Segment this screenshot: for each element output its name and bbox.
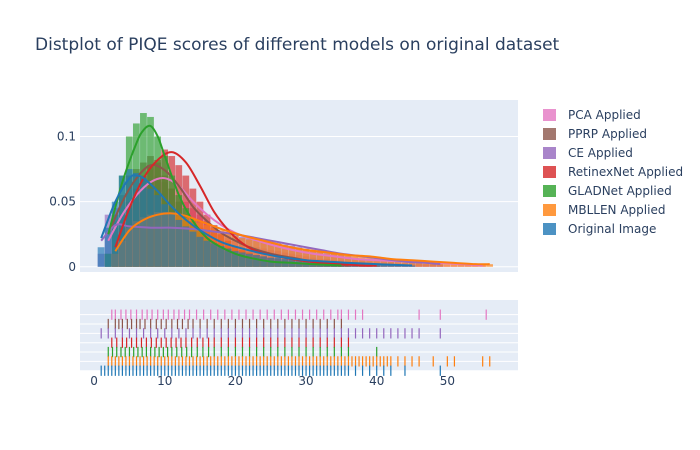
- chart-title: Distplot of PIQE scores of different mod…: [35, 35, 560, 55]
- kde-curve: [114, 212, 490, 266]
- kde-curve: [100, 174, 413, 267]
- histogram-bar: [316, 252, 324, 267]
- legend-label: PCA Applied: [568, 108, 641, 122]
- histogram-bar: [337, 255, 345, 267]
- histogram-bar: [97, 247, 105, 267]
- histogram-bar: [238, 252, 246, 267]
- x-tick-label: 30: [298, 374, 313, 388]
- legend-swatch: [543, 223, 556, 235]
- histogram-bar: [394, 260, 402, 267]
- legend-item[interactable]: Original Image: [543, 222, 656, 236]
- histogram-bar: [344, 255, 352, 267]
- histogram-bar: [217, 245, 225, 267]
- histogram-bar: [302, 249, 310, 267]
- histogram-bar: [415, 261, 423, 267]
- legend-swatch: [543, 109, 556, 121]
- histogram-bar: [125, 169, 133, 267]
- legend-swatch: [543, 204, 556, 216]
- rug-marks: [100, 309, 491, 376]
- legend-swatch: [543, 128, 556, 140]
- legend-item[interactable]: MBLLEN Applied: [543, 203, 665, 217]
- histogram-bar: [246, 253, 253, 267]
- legend-swatch: [543, 185, 556, 197]
- legend-label: CE Applied: [568, 146, 633, 160]
- y-tick-label: 0: [68, 260, 76, 274]
- histogram-bar: [231, 251, 239, 267]
- histogram-bar: [295, 248, 303, 267]
- legend-label: Original Image: [568, 222, 656, 236]
- histogram-bar: [196, 236, 204, 267]
- rug-panel: 0 10 20 30 40 50: [80, 300, 518, 388]
- histogram-bar: [203, 240, 211, 267]
- histogram-bar: [486, 264, 493, 267]
- legend-item[interactable]: GLADNet Applied: [543, 184, 672, 198]
- histogram-bar: [443, 262, 451, 267]
- histogram-bar: [118, 175, 126, 267]
- histogram-bar: [189, 231, 197, 267]
- legend-item[interactable]: RetinexNet Applied: [543, 165, 683, 179]
- histogram-bar: [380, 264, 388, 267]
- histogram-panel: 0 0.05 0.1: [49, 100, 518, 274]
- x-tick-label: 40: [369, 374, 384, 388]
- histogram-bar: [111, 201, 119, 267]
- histogram-bar: [309, 251, 317, 267]
- histogram-bar: [351, 256, 359, 267]
- legend-label: RetinexNet Applied: [568, 165, 683, 179]
- histogram-bar: [366, 257, 373, 267]
- histogram-bar: [408, 260, 416, 267]
- histogram-bar: [401, 260, 409, 267]
- histogram-bar: [154, 195, 161, 267]
- legend-item[interactable]: PCA Applied: [543, 108, 641, 122]
- x-axis-ticks: 0 10 20 30 40 50: [90, 374, 455, 388]
- histogram-bar: [359, 256, 366, 267]
- kde-curve: [107, 124, 342, 267]
- y-tick-label: 0.1: [57, 129, 76, 143]
- histogram-bar: [182, 226, 190, 267]
- histogram-y-axis: 0 0.05 0.1: [49, 129, 76, 273]
- legend: PCA Applied PPRP Applied CE Applied Retinex…: [543, 108, 683, 236]
- legend-swatch: [543, 166, 556, 178]
- histogram-bar: [422, 261, 430, 267]
- histogram-bar: [168, 212, 176, 267]
- y-tick-label: 0.05: [49, 195, 76, 209]
- histogram-bar: [253, 255, 260, 267]
- histogram-bar: [380, 258, 388, 267]
- legend-swatch: [543, 147, 556, 159]
- histogram-bar: [224, 248, 232, 267]
- histogram-bar: [394, 265, 402, 267]
- histogram-bar: [210, 243, 218, 267]
- histogram-bar: [175, 219, 183, 267]
- x-tick-label: 20: [228, 374, 243, 388]
- histogram-bar: [260, 256, 267, 267]
- histogram-bar: [330, 253, 338, 267]
- histogram-bar: [104, 227, 112, 267]
- histogram-bar: [323, 253, 331, 267]
- x-tick-label: 50: [440, 374, 455, 388]
- histogram-bar: [140, 178, 147, 267]
- legend-label: MBLLEN Applied: [568, 203, 665, 217]
- legend-label: GLADNet Applied: [568, 184, 672, 198]
- histogram-bar: [253, 240, 260, 267]
- histogram-bar: [387, 258, 395, 267]
- histogram-bar: [246, 239, 253, 267]
- x-tick-label: 10: [157, 374, 172, 388]
- legend-item[interactable]: CE Applied: [543, 146, 633, 160]
- histogram-bar: [161, 204, 169, 267]
- legend-label: PPRP Applied: [568, 127, 647, 141]
- x-tick-label: 0: [90, 374, 98, 388]
- histogram-bar: [373, 257, 380, 267]
- legend-item[interactable]: PPRP Applied: [543, 127, 647, 141]
- histogram-bar: [132, 172, 140, 267]
- kde-curves: [100, 124, 490, 267]
